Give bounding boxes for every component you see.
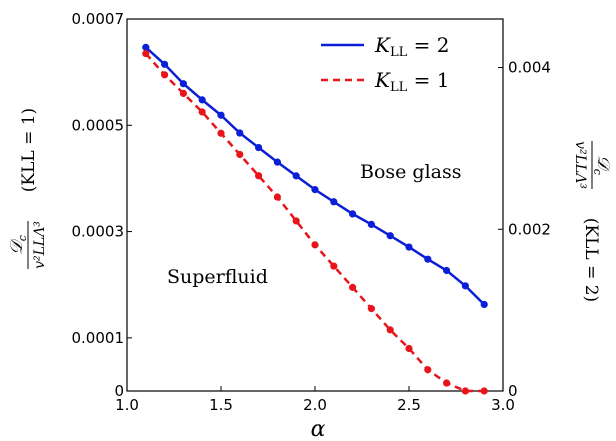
data-point-kll-2 [386,232,394,240]
data-point-kll-1 [386,326,394,334]
legend-label-kll1: KLL = 1 [374,68,449,95]
data-point-kll-1 [330,262,338,270]
data-point-kll-2 [330,198,338,206]
left-label-numerator: 𝒟 [7,238,27,255]
right-y-tick-label: 0 [508,382,518,400]
data-point-kll-1 [443,379,451,387]
data-point-kll-1 [461,387,469,395]
data-point-kll-1 [367,305,375,313]
annotation-superfluid: Superfluid [167,266,268,288]
left-y-tick-label: 0.0003 [72,223,125,241]
x-tick-label: 1.0 [115,396,139,414]
data-point-kll-2 [349,210,357,218]
right-y-axis-ticks: 0.004 0.002 0 [498,59,551,400]
right-label-denominator: v²LLΛ³ [572,141,588,189]
data-point-kll-1 [311,241,319,249]
data-point-kll-1 [142,49,150,58]
data-point-kll-2 [142,43,150,51]
left-y-tick-label: 0.0001 [72,329,125,347]
data-point-kll-1 [236,150,244,159]
data-point-kll-1 [161,71,169,79]
data-point-kll-2 [236,129,244,137]
right-y-axis-label: 𝒟c v²LLΛ³ (KLL = 2) [572,141,613,302]
data-point-kll-2 [273,158,281,166]
data-point-kll-2 [255,143,263,152]
svg-text:𝒟c: 𝒟c [591,155,613,175]
left-y-tick-label: 0 [114,382,124,400]
x-axis-ticks: 1.0 1.5 2.0 2.5 3.0 [115,386,515,414]
data-point-kll-2 [405,243,413,251]
x-axis-label: α [311,417,326,441]
data-point-kll-1 [424,366,432,374]
data-point-kll-1 [349,283,357,291]
data-point-kll-2 [424,255,432,263]
left-y-axis-ticks: 0.0007 0.0005 0.0003 0.0001 0 [72,10,132,400]
data-point-kll-2 [198,96,206,104]
data-point-kll-2 [480,300,488,309]
annotation-bose-glass: Bose glass [360,161,462,183]
x-tick-label: 2.0 [303,396,327,414]
data-point-kll-2 [443,266,451,275]
left-label-condition: (KLL = 1) [19,108,39,192]
svg-text:𝒟c: 𝒟c [7,235,29,255]
data-point-kll-2 [311,186,319,194]
data-point-kll-2 [217,111,225,119]
series-layer [142,43,488,395]
right-y-tick-label: 0.002 [508,220,551,238]
data-point-kll-2 [179,80,187,88]
right-label-condition: (KLL = 2) [581,218,601,302]
x-tick-label: 2.5 [397,396,421,414]
left-y-tick-label: 0.0007 [72,10,125,28]
data-point-kll-1 [480,387,488,395]
x-tick-label: 3.0 [491,396,515,414]
data-point-kll-1 [405,344,413,353]
data-point-kll-1 [273,193,281,201]
data-point-kll-2 [461,282,469,290]
x-tick-label: 1.5 [209,396,233,414]
series-line-kll-1 [144,52,485,393]
left-y-tick-label: 0.0005 [72,116,125,134]
left-y-axis-label: 𝒟c v²LLΛ³ (KLL = 1) [7,108,48,269]
left-label-denominator: v²LLΛ³ [32,221,48,269]
data-point-kll-1 [292,217,300,225]
right-label-numerator: 𝒟 [593,155,613,172]
right-y-tick-label: 0.004 [508,59,551,77]
data-point-kll-1 [255,172,263,180]
data-point-kll-1 [198,108,206,116]
data-point-kll-2 [292,172,300,180]
data-point-kll-2 [161,60,169,68]
data-point-kll-1 [217,129,225,137]
legend-label-kll2: KLL = 2 [374,33,449,60]
data-point-kll-2 [367,220,375,229]
legend: KLL = 2 KLL = 1 [321,33,449,95]
data-point-kll-1 [179,89,187,97]
